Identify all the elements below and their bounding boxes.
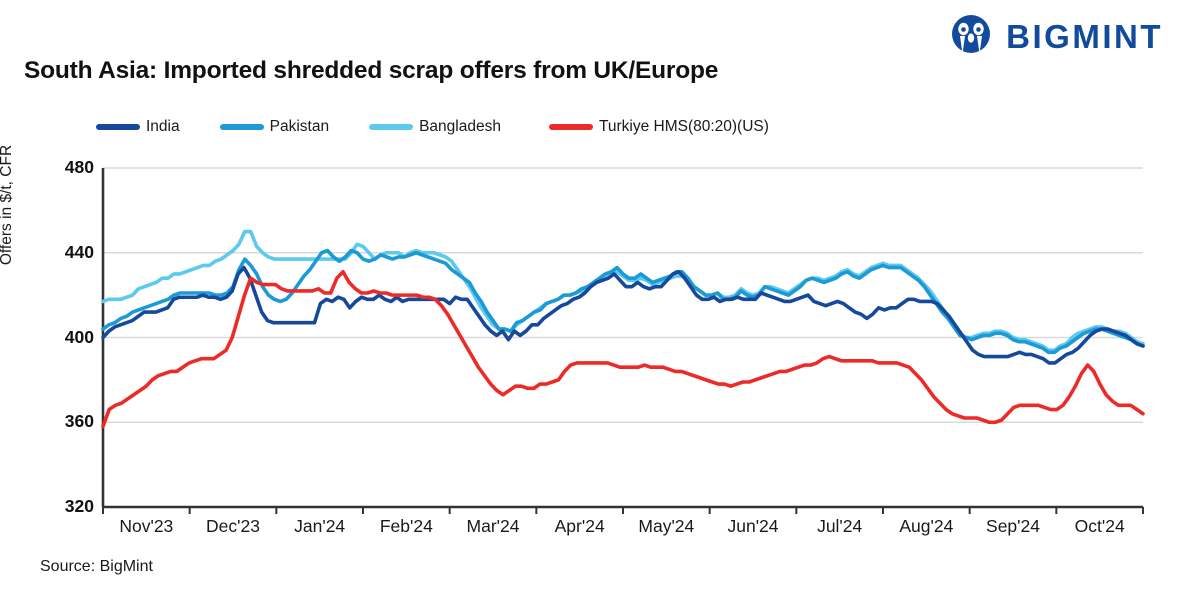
chart-legend: India Pakistan Bangladesh Turkiye HMS(80:20…	[96, 119, 769, 135]
x-axis-tick-label: Aug'24	[899, 516, 954, 536]
y-axis-tick-label: 400	[64, 326, 94, 347]
series-line-india	[101, 265, 1145, 365]
y-axis-tick-label: 440	[64, 241, 94, 262]
legend-swatch-icon	[96, 123, 140, 130]
legend-swatch-icon	[548, 123, 593, 130]
x-axis-tick-label: Sep'24	[986, 516, 1040, 536]
bigmint-logo-icon	[952, 15, 991, 54]
legend-swatch-icon	[219, 123, 264, 130]
legend-item-bangladesh[interactable]: Bangladesh	[369, 119, 501, 135]
series-line-bangladesh	[101, 229, 1145, 353]
x-axis-tick-label: Jun'24	[727, 516, 779, 536]
x-axis-tick-label: Oct'24	[1074, 516, 1125, 536]
legend-item-india[interactable]: India	[96, 119, 180, 135]
y-axis-title: Offers in $/t, CFR	[0, 0, 16, 265]
x-axis-tick-label: May'24	[638, 516, 695, 536]
legend-swatch-icon	[369, 123, 414, 130]
series-line-pakistan	[101, 248, 1145, 355]
x-axis-tick-label: Jan'24	[294, 516, 346, 536]
x-axis-tick-label: Nov'23	[119, 516, 174, 536]
legend-label: Bangladesh	[419, 118, 501, 135]
source-note: Source: BigMint	[40, 558, 153, 575]
brand-name: BIGMINT	[1006, 17, 1163, 55]
y-axis-title-text: Offers in $/t, CFR	[0, 144, 15, 266]
x-axis-tick-label: Dec'23	[206, 516, 260, 536]
legend-label: India	[146, 118, 180, 135]
x-axis-tick-label: Mar'24	[466, 516, 520, 536]
x-axis-tick-label: Jul'24	[817, 516, 863, 536]
series-line-turkiye	[101, 270, 1145, 429]
legend-label: Pakistan	[269, 118, 330, 135]
page-title: South Asia: Imported shredded scrap offe…	[24, 57, 719, 84]
legend-item-pakistan[interactable]: Pakistan	[219, 118, 330, 135]
y-axis-tick-label: 360	[64, 411, 94, 432]
x-axis-tick-label: Apr'24	[554, 516, 605, 536]
legend-item-turkiye[interactable]: Turkiye HMS(80:20)(US)	[548, 118, 769, 135]
y-axis-tick-label: 320	[64, 496, 94, 516]
legend-label: Turkiye HMS(80:20)(US)	[598, 118, 769, 135]
brand-logo: BIGMINT	[948, 14, 1163, 58]
x-axis-tick-label: Feb'24	[379, 516, 433, 536]
y-axis-tick-label: 480	[64, 157, 94, 177]
